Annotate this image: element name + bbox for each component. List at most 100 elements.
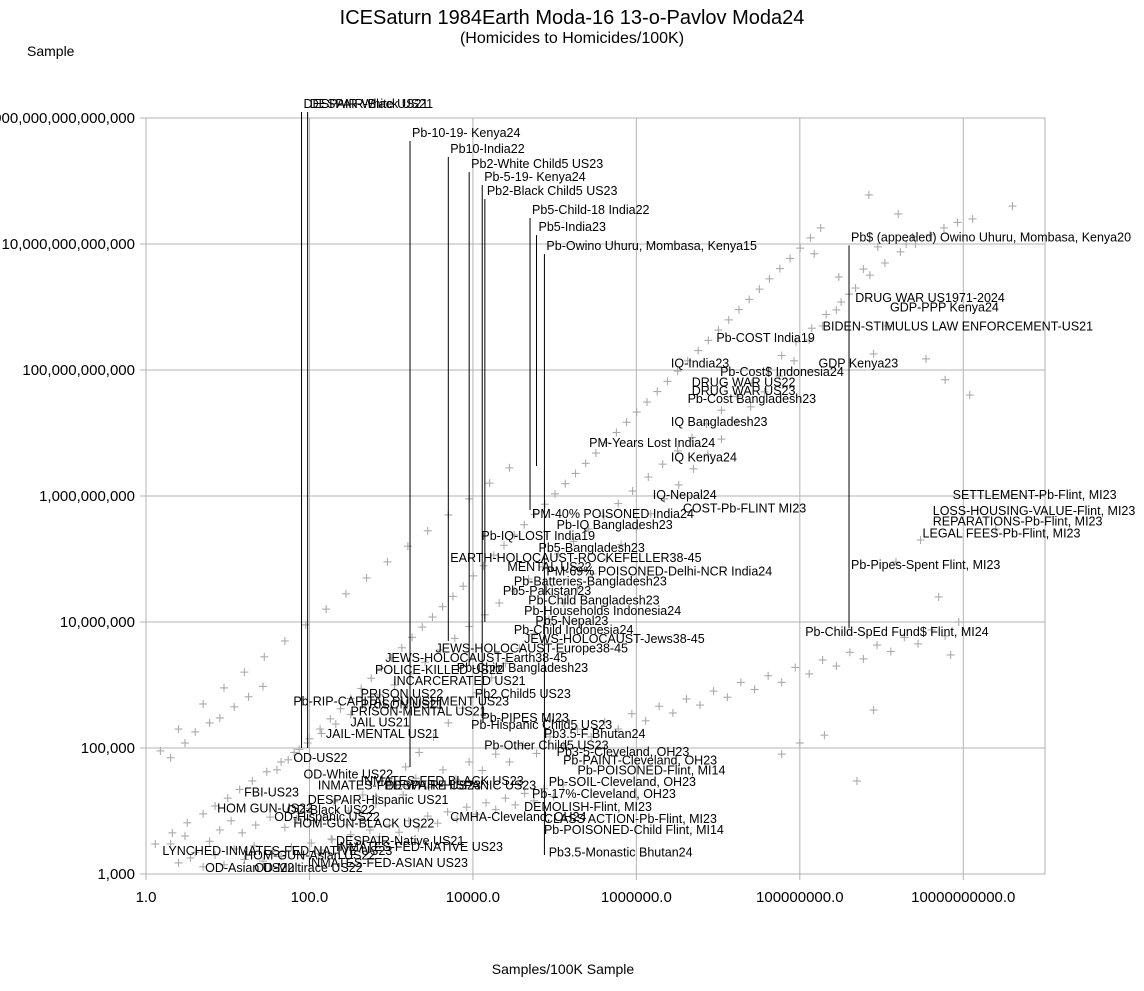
annotation-label: Pb5-Bangladesh23 <box>539 541 645 555</box>
data-point <box>628 487 637 496</box>
annotation-label: Pb-RIP-CAPITAL PUNISHMENT US23 <box>293 695 509 709</box>
data-point <box>777 678 786 687</box>
data-point <box>317 729 326 738</box>
annotation-label: Pb5-India23 <box>539 220 606 234</box>
data-point <box>569 537 578 546</box>
data-point <box>587 732 596 741</box>
annotation-label: GDP-PPP Kenya24 <box>890 300 999 314</box>
y-axis-label: Sample <box>27 43 75 59</box>
data-point <box>550 489 559 498</box>
data-point <box>795 739 804 748</box>
annotation-label: LEGAL FEES-Pb-Flint, MI23 <box>923 526 1081 540</box>
data-point <box>215 713 224 722</box>
data-point <box>341 589 350 598</box>
data-point <box>760 387 769 396</box>
data-point <box>501 794 510 803</box>
data-point <box>524 575 533 584</box>
data-point <box>807 324 816 333</box>
data-point <box>922 354 931 363</box>
data-point <box>790 356 799 365</box>
annotation-label: OD-Black US22 <box>287 803 375 817</box>
data-point <box>520 520 529 529</box>
data-point <box>865 271 874 280</box>
data-point <box>612 428 621 437</box>
annotation-label: INMATES-FED-NATIVE US23 <box>336 840 503 854</box>
annotation-label: Pb-10-19- Kenya24 <box>412 126 520 140</box>
data-point <box>453 814 462 823</box>
data-point <box>745 295 754 304</box>
data-point <box>215 825 224 834</box>
annotation-label: Pb-Owino Uhuru, Mombasa, Kenya15 <box>546 239 757 253</box>
data-point <box>191 848 200 857</box>
data-point <box>673 446 682 455</box>
data-point <box>617 540 626 549</box>
data-point <box>465 757 474 766</box>
data-point <box>927 625 936 634</box>
data-point <box>968 214 977 223</box>
annotation-label: Pb-IQ-LOST India19 <box>481 529 595 543</box>
data-point <box>280 636 289 645</box>
annotation-label: HOM GUN-US22 <box>217 801 313 815</box>
data-point <box>880 258 889 267</box>
chart-title: ICESaturn 1984Earth Moda-16 13-o-Pavlov … <box>339 7 805 29</box>
data-point <box>331 720 340 729</box>
annotation-label: Pb-Child Bangladesh23 <box>457 661 588 675</box>
data-point <box>614 499 623 508</box>
data-point <box>469 571 478 580</box>
data-point <box>614 725 623 734</box>
data-point <box>219 683 228 692</box>
y-tick-label: 100,000 <box>81 740 135 757</box>
annotation-label: INMATES-FED-WHITE US23 <box>318 778 481 792</box>
annotation-label: Pb-Batteries-Bangladesh23 <box>514 574 667 588</box>
data-point <box>941 375 950 384</box>
data-point <box>411 774 420 783</box>
data-point <box>891 557 900 566</box>
annotation-label: Pb-Other Child5 US23 <box>484 738 608 752</box>
data-point <box>559 741 568 750</box>
x-tick-label: 100.0 <box>291 889 329 906</box>
data-point <box>305 804 314 813</box>
data-point <box>655 702 664 711</box>
annotation-label: OD-Multirace US22 <box>254 861 362 875</box>
annotation-label: OD-White US22 <box>304 767 394 781</box>
annotation-label: DESPAIR-Black US21 <box>310 97 433 111</box>
data-point <box>385 820 394 829</box>
data-point <box>421 658 430 667</box>
data-point <box>174 858 183 867</box>
data-point <box>292 814 301 823</box>
data-point <box>235 785 244 794</box>
data-point <box>511 800 520 809</box>
data-point <box>834 272 843 281</box>
annotation-label: Pb5-Nepal23 <box>535 614 608 628</box>
data-point <box>818 655 827 664</box>
data-point <box>653 387 662 396</box>
annotation-label: REPARATIONS-Pb-Flint, MI23 <box>933 515 1103 529</box>
data-point <box>765 274 774 283</box>
annotation-label: DEMOLISH-Flint, MI23 <box>524 800 652 814</box>
annotation-label: Pb3-5-Cleveland, OH23 <box>557 745 690 759</box>
data-point <box>786 254 795 263</box>
data-point <box>916 536 925 545</box>
annotation-label: Pb-Cost Bangladesh23 <box>688 392 817 406</box>
data-point <box>317 846 326 855</box>
data-point <box>908 232 917 241</box>
y-tick-label: 1,000 <box>97 866 135 883</box>
data-point <box>510 587 519 596</box>
data-point <box>433 819 442 828</box>
y-tick-label: 10,000,000 <box>60 614 135 631</box>
data-point <box>346 694 355 703</box>
data-point <box>832 305 841 314</box>
data-point <box>367 674 376 683</box>
data-point <box>330 797 339 806</box>
data-point <box>530 796 539 805</box>
data-point <box>151 839 160 848</box>
x-tick-label: 10000000000.0 <box>911 889 1015 906</box>
data-point <box>911 240 920 248</box>
data-point <box>489 551 498 560</box>
data-point <box>724 315 733 324</box>
data-point <box>805 669 814 678</box>
data-point <box>240 668 249 677</box>
annotation-label: IQ Kenya24 <box>671 451 737 465</box>
annotation-label: JEWS-HOLOCAUST-Earth38-45 <box>385 651 567 665</box>
